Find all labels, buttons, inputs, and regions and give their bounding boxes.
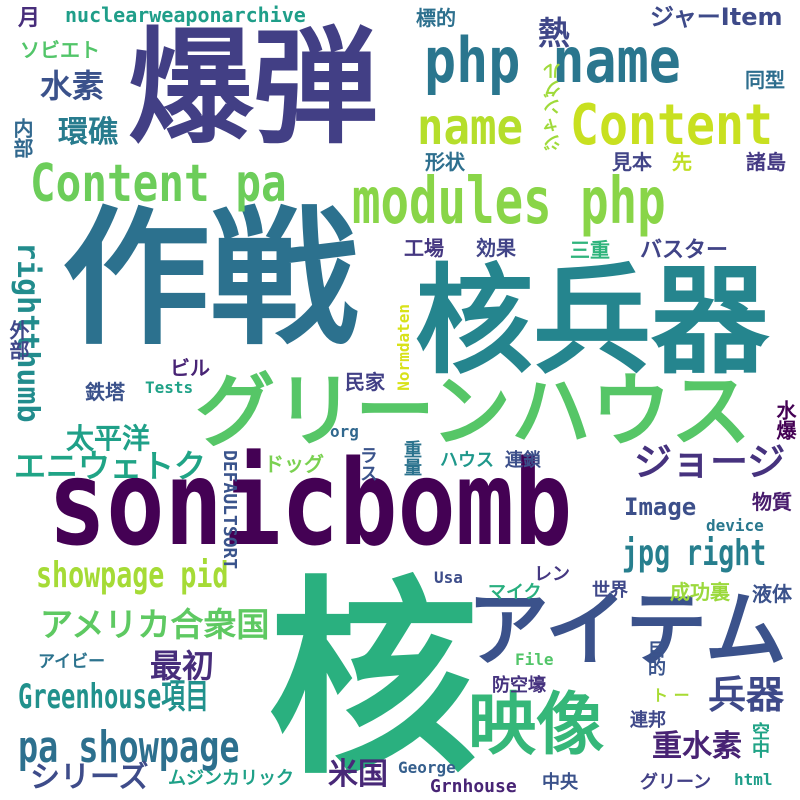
word-usa-jp: アメリカ合衆国 xyxy=(40,605,270,644)
word-rasu: ラス xyxy=(357,446,378,482)
word-mike: マイク xyxy=(488,582,542,603)
word-biru: ビル xyxy=(170,356,210,380)
word-nuclearweaponarchive: nuclearweaponarchive xyxy=(65,3,306,27)
word-keijou: 形状 xyxy=(425,150,465,174)
word-greenhouse-kana: グリーンハウス xyxy=(195,365,751,458)
word-buster: バスター xyxy=(640,238,729,263)
word-kakuheiki: 核兵器 xyxy=(415,252,770,390)
word-php-name: php name xyxy=(424,24,681,97)
word-saki: 先 xyxy=(672,150,692,174)
word-naibu: 内部 xyxy=(10,118,34,158)
word-content-pa: Content pa xyxy=(30,154,287,214)
word-jpg-right: jpg right xyxy=(622,533,767,574)
word-bakudan: 爆弾 xyxy=(128,16,378,161)
word-house: ハウス xyxy=(440,450,494,471)
word-sonicbomb: sonicbomb xyxy=(48,434,573,572)
word-usa: Usa xyxy=(434,568,463,587)
word-jar-item: ジャーItem xyxy=(650,3,783,31)
word-ivy: アイビー xyxy=(38,652,106,672)
word-series: シリーズ xyxy=(30,760,149,795)
word-eizou: 映像 xyxy=(468,686,605,765)
word-html: html xyxy=(734,770,773,789)
word-shotou: 諸島 xyxy=(746,150,786,174)
word-saisho: 最初 xyxy=(150,647,215,685)
word-sakusen: 作戦 xyxy=(62,193,358,365)
word-juusuiso: 重水素 xyxy=(652,729,742,764)
word-greenhouse-item: Greenhouse項目 xyxy=(18,677,209,717)
word-seikouri: 成功裏 xyxy=(670,580,730,604)
word-kansho: 環礁 xyxy=(58,115,118,150)
word-koujou: 工場 xyxy=(404,236,444,260)
word-pacific: 太平洋 xyxy=(66,422,151,455)
word-to: ト ー xyxy=(652,686,690,705)
word-tettou: 鉄塔 xyxy=(85,380,125,404)
word-normdaten: Normdaten xyxy=(394,304,413,391)
word-enewetak: エニウェトク xyxy=(14,447,207,485)
word-dougata: 同型 xyxy=(745,68,785,92)
word-chuuou: 中央 xyxy=(542,772,578,793)
word-gaibu: 外部 xyxy=(6,320,30,360)
word-grnhouse: Grnhouse xyxy=(430,776,517,797)
word-heiki: 兵器 xyxy=(708,673,785,717)
word-beikoku: 米国 xyxy=(328,757,388,792)
word-ekitai: 液体 xyxy=(752,582,792,606)
word-minka: 民家 xyxy=(345,370,385,394)
word-image: Image xyxy=(624,493,697,521)
word-renpou: 連邦 xyxy=(630,710,666,731)
word-ren: レン xyxy=(534,564,570,585)
word-mujinkarikku: ムジンカリック xyxy=(168,768,294,789)
word-mihon: 見本 xyxy=(612,150,652,174)
word-sekai: 世界 xyxy=(592,580,628,601)
word-juuryou: 重量 xyxy=(401,440,422,476)
word-dog: ドッグ xyxy=(264,452,324,476)
word-tsuki: 月 xyxy=(18,6,41,31)
word-pa-showpage: pa showpage xyxy=(18,722,240,773)
word-george-kana: ジョージ xyxy=(634,440,786,484)
word-george: George xyxy=(398,758,456,777)
word-tests: Tests xyxy=(145,378,194,397)
word-boukuugou: 防空壕 xyxy=(492,675,546,696)
word-jungle: ジャングル xyxy=(543,62,564,152)
word-green: グリーン xyxy=(640,772,712,793)
word-device: device xyxy=(706,516,764,535)
word-name: name xyxy=(417,98,523,156)
word-mokuteki: 目的 xyxy=(645,640,666,676)
word-kaku: 核 xyxy=(268,558,479,800)
word-showpage-pid: showpage pid xyxy=(36,555,229,596)
word-suiso: 水素 xyxy=(40,67,105,105)
word-file: File xyxy=(515,650,554,669)
word-content: Content xyxy=(570,93,773,158)
word-modules-php: modules php xyxy=(352,165,666,239)
word-busshitsu: 物質 xyxy=(752,490,792,514)
word-hyouteki: 標的 xyxy=(416,6,456,30)
word-kouka: 効果 xyxy=(476,236,516,260)
word-netsu: 熱 xyxy=(538,14,571,52)
word-soviet: ソビエト xyxy=(20,38,100,62)
word-defaultsort: DEFAULTSORT xyxy=(219,450,240,570)
word-rightthumb: rightthumb xyxy=(10,242,45,423)
word-org: org xyxy=(330,422,359,441)
word-rensa: 連鎖 xyxy=(505,450,541,471)
word-kuuchuu: 空中 xyxy=(749,722,770,758)
word-sanjuu: 三重 xyxy=(570,238,610,262)
word-item: アイテム xyxy=(467,583,787,678)
word-suibaku: 水爆 xyxy=(773,400,797,440)
